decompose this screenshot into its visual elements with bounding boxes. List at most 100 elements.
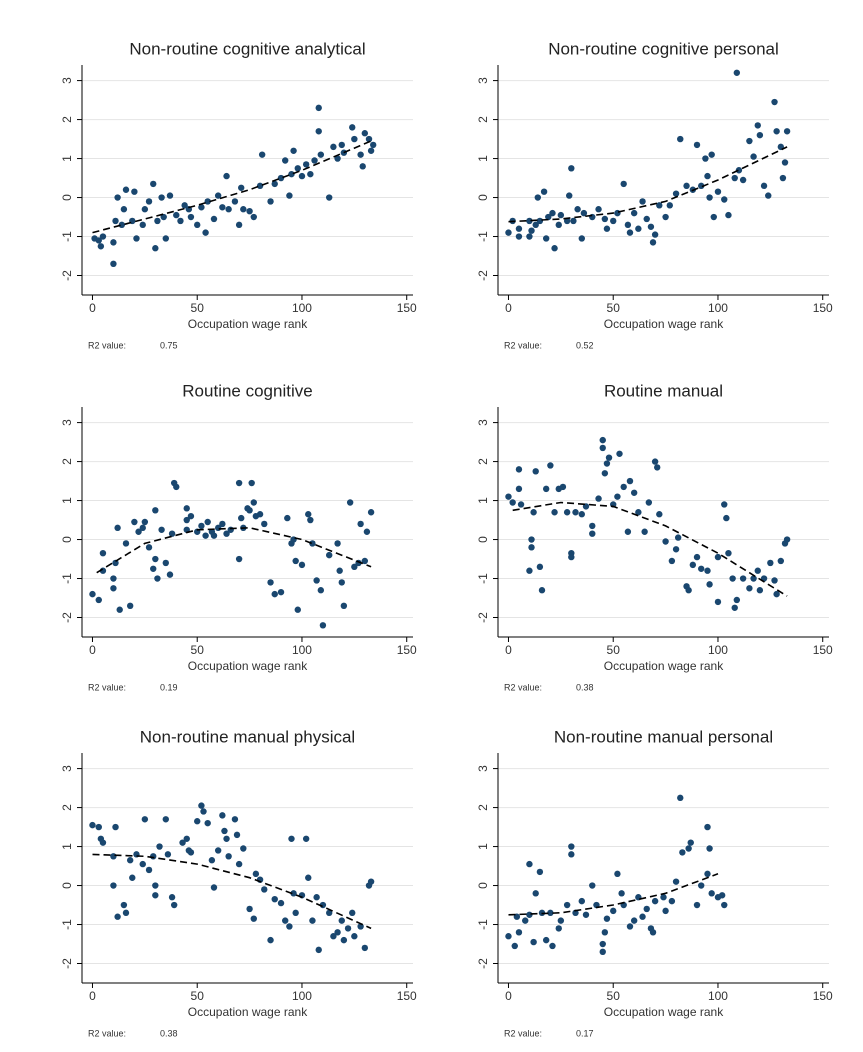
r2-value: 0.52 [576, 340, 594, 350]
x-axis-label: Occupation wage rank [188, 317, 308, 331]
point [698, 882, 705, 889]
point [668, 557, 676, 565]
point [706, 194, 713, 201]
point [746, 137, 753, 145]
point [578, 235, 585, 242]
point [154, 217, 161, 225]
point [223, 172, 230, 180]
point [338, 917, 345, 924]
point [714, 553, 722, 561]
y-tick-label: -2 [476, 958, 490, 969]
point [139, 524, 146, 532]
point [290, 147, 297, 154]
point [114, 913, 121, 920]
point [351, 135, 358, 143]
y-tick-label: 2 [60, 804, 74, 811]
panel-title: Non-routine manual personal [554, 727, 773, 746]
point [99, 233, 107, 240]
y-tick-label: -2 [60, 958, 74, 969]
point [200, 808, 207, 815]
point [122, 540, 130, 547]
point [152, 555, 159, 563]
point [99, 839, 107, 846]
point [183, 835, 190, 842]
point [505, 229, 512, 236]
point [729, 575, 736, 582]
point [547, 909, 554, 917]
point [773, 128, 780, 135]
point [166, 192, 174, 199]
point [570, 217, 577, 225]
point [187, 213, 195, 221]
point [152, 892, 159, 899]
point [112, 559, 119, 567]
panel: Non-routine manual personal -2 -1 0 1 2 3 0 50 10… [476, 727, 833, 1038]
point [515, 225, 523, 232]
point [654, 464, 661, 471]
point [252, 870, 260, 878]
point [202, 229, 209, 236]
point [677, 135, 684, 143]
point [505, 493, 512, 500]
point [367, 878, 375, 885]
point [668, 897, 676, 905]
y-tick-label: 3 [60, 765, 74, 772]
point [599, 444, 606, 452]
panel: Non-routine cognitive personal -2 -1 0 1 2 3 0 5… [476, 39, 833, 350]
point [298, 172, 306, 180]
point [95, 596, 102, 604]
point [578, 897, 585, 905]
point [340, 936, 348, 944]
y-tick-label: 2 [476, 804, 490, 811]
point [152, 245, 159, 252]
point [536, 217, 544, 225]
y-tick-label: -1 [60, 573, 74, 584]
point [672, 190, 680, 197]
point [599, 940, 606, 948]
point [706, 581, 713, 588]
point [549, 209, 556, 217]
point [112, 217, 119, 225]
point [614, 493, 621, 500]
y-tick-label: -2 [60, 612, 74, 623]
point [685, 845, 692, 852]
point [765, 192, 772, 199]
point [225, 206, 232, 213]
r2-label: R2 value: [88, 682, 126, 692]
point [187, 512, 195, 520]
point [89, 590, 96, 598]
point [359, 163, 366, 170]
panel-title: Routine cognitive [182, 381, 312, 400]
point [605, 454, 613, 461]
r2-value: 0.75 [160, 340, 178, 350]
point [202, 532, 209, 539]
point [526, 860, 533, 868]
panel: Non-routine manual physical -2 -1 0 1 2 3 0 50 10… [60, 727, 417, 1038]
point [135, 528, 142, 535]
point [267, 198, 274, 205]
point [693, 553, 701, 561]
point [150, 180, 157, 188]
x-axis-label: Occupation wage rank [188, 659, 308, 673]
r2-label: R2 value: [88, 340, 126, 350]
point [317, 587, 325, 594]
point [250, 213, 257, 221]
y-tick-label: 1 [60, 843, 74, 850]
point [555, 221, 562, 229]
point [545, 213, 552, 221]
point [515, 466, 523, 473]
point [369, 141, 377, 149]
point [626, 229, 634, 236]
point [538, 587, 546, 594]
point [557, 917, 565, 924]
point [315, 946, 322, 954]
point [683, 182, 690, 190]
point [145, 198, 153, 205]
point [99, 549, 107, 557]
point [286, 923, 293, 930]
y-tick-label: 3 [476, 77, 490, 84]
r2-value: 0.19 [160, 682, 178, 692]
point [110, 260, 117, 268]
point [158, 526, 165, 533]
